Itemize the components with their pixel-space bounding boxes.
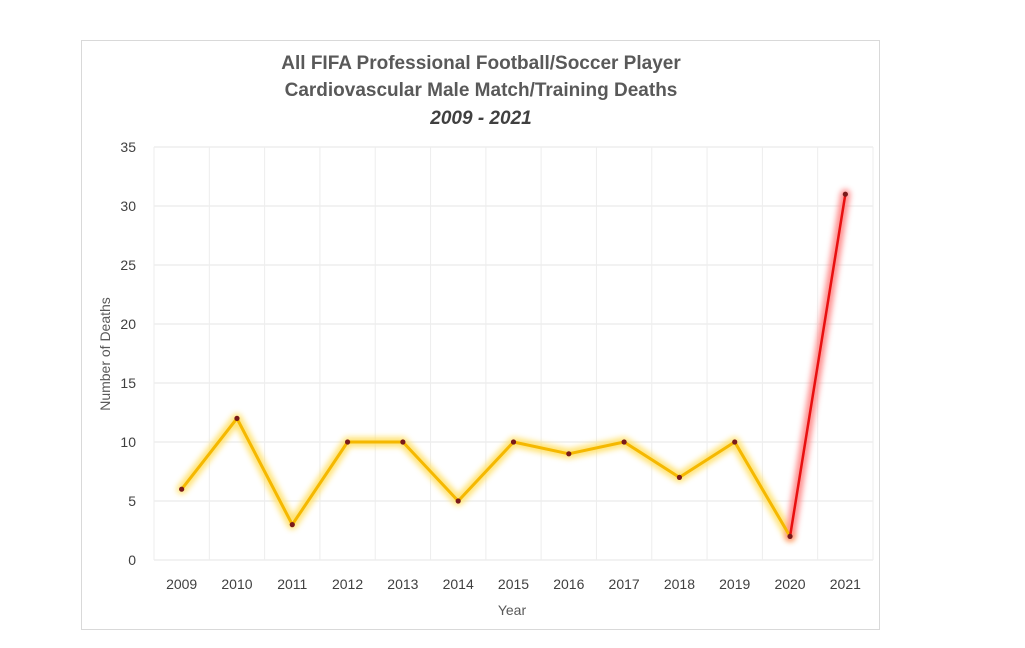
data-point (289, 522, 295, 528)
y-tick-label: 15 (120, 375, 136, 391)
x-tick-label: 2014 (443, 576, 474, 592)
y-tick-label: 0 (128, 552, 136, 568)
highlight-segment (788, 192, 847, 538)
markers (179, 191, 848, 539)
x-axis-ticks: 2009 2010 2011 2012 2013 2014 2015 2016 2017 2018… (166, 576, 861, 592)
series-line (180, 416, 792, 538)
data-point (842, 191, 848, 197)
data-point (621, 439, 627, 445)
x-tick-label: 2020 (774, 576, 805, 592)
data-point (787, 533, 793, 539)
chart-title-line-1: All FIFA Professional Football/Soccer Pl… (281, 53, 681, 74)
y-axis-ticks: 0 5 10 15 20 25 30 35 (120, 139, 136, 568)
data-point (566, 451, 572, 457)
y-tick-label: 35 (120, 139, 136, 155)
y-tick-label: 10 (120, 434, 136, 450)
x-tick-label: 2021 (830, 576, 861, 592)
x-tick-label: 2017 (609, 576, 640, 592)
x-tick-label: 2018 (664, 576, 695, 592)
y-axis-label: Number of Deaths (97, 297, 113, 411)
data-point (344, 439, 351, 445)
x-tick-label: 2016 (553, 576, 584, 592)
x-tick-label: 2011 (277, 576, 307, 592)
x-tick-label: 2015 (498, 576, 529, 592)
y-tick-label: 5 (128, 493, 136, 509)
y-tick-label: 20 (120, 316, 136, 332)
x-tick-label: 2010 (221, 576, 252, 592)
chart-title-line-2: Cardiovascular Male Match/Training Death… (285, 80, 678, 101)
data-point (179, 486, 185, 492)
x-tick-label: 2012 (332, 576, 363, 592)
grid (153, 146, 874, 561)
data-point (234, 415, 240, 421)
x-tick-label: 2013 (387, 576, 418, 592)
chart-frame: All FIFA Professional Football/Soccer Pl… (81, 40, 880, 630)
x-tick-label: 2019 (719, 576, 750, 592)
data-point (455, 498, 461, 504)
x-tick-label: 2009 (166, 576, 197, 592)
y-tick-label: 30 (120, 198, 136, 214)
y-tick-label: 25 (120, 257, 136, 273)
x-axis-label: Year (498, 602, 527, 618)
data-point (676, 474, 683, 480)
series (176, 189, 851, 542)
line-chart: All FIFA Professional Football/Soccer Pl… (97, 53, 874, 618)
chart-subtitle: 2009 - 2021 (429, 108, 531, 129)
data-point (400, 439, 406, 445)
data-point (732, 439, 738, 445)
data-point (510, 439, 517, 445)
